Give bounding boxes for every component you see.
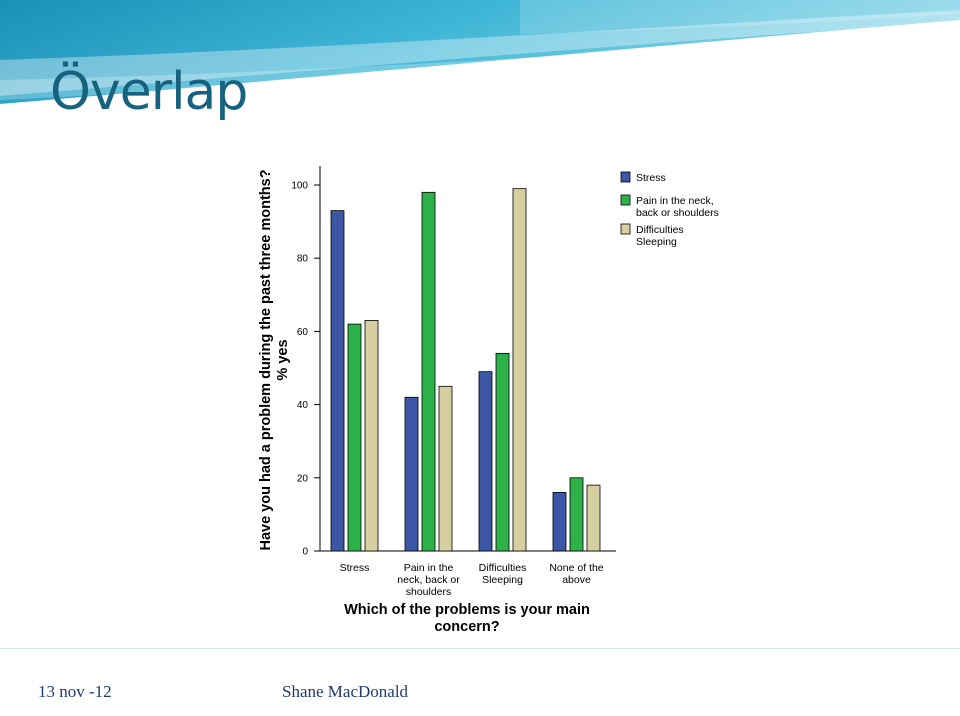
y-tick-label: 60: [297, 327, 309, 338]
x-tick-label: Stress: [340, 562, 370, 574]
slide-title: Överlap: [50, 62, 248, 122]
bar-chart: 0 20 40 60 80 100 Have you had a problem durin…: [258, 166, 719, 635]
legend-swatch: [620, 194, 631, 206]
x-tick-label: neck, back or: [397, 574, 460, 586]
x-axis-label-line2: concern?: [434, 619, 499, 635]
x-tick-label: above: [562, 574, 591, 586]
x-tick-label: Difficulties: [479, 562, 527, 574]
legend-swatch: [620, 171, 631, 183]
bar: [478, 371, 493, 552]
legend-swatch: [620, 223, 631, 235]
bar: [438, 385, 453, 552]
bar: [404, 396, 419, 552]
legend-label: Pain in the neck,: [636, 195, 714, 207]
bar: [364, 320, 379, 552]
y-tick-label: 20: [297, 473, 309, 484]
x-axis-label: Which of the problems is your main: [344, 602, 590, 618]
footer-author: Shane MacDonald: [282, 682, 409, 701]
legend-label: back or shoulders: [636, 207, 719, 219]
y-axis-unit-label: % yes: [275, 339, 291, 380]
bar: [330, 210, 345, 552]
footer-divider: [0, 648, 960, 649]
y-tick-label: 100: [291, 181, 308, 192]
header-banner: [0, 0, 960, 104]
bar: [495, 352, 510, 552]
y-tick-label: 0: [302, 547, 308, 558]
x-tick-label: shoulders: [406, 586, 452, 598]
x-tick-label: Pain in the: [404, 562, 454, 574]
bar: [569, 477, 584, 552]
x-tick-label: Sleeping: [482, 574, 523, 586]
footer-date: 13 nov -12: [38, 682, 112, 701]
y-tick-label: 40: [297, 400, 309, 411]
y-tick-label: 80: [297, 254, 309, 265]
legend-label: Difficulties: [636, 224, 684, 236]
bar: [421, 191, 436, 552]
legend-label: Sleeping: [636, 236, 677, 248]
bar: [552, 492, 567, 552]
bar: [347, 323, 362, 552]
y-axis-label: Have you had a problem during the past t…: [258, 169, 274, 550]
x-tick-label: None of the: [549, 562, 603, 574]
bar: [512, 188, 527, 552]
legend-label: Stress: [636, 172, 666, 184]
bar: [586, 484, 601, 552]
